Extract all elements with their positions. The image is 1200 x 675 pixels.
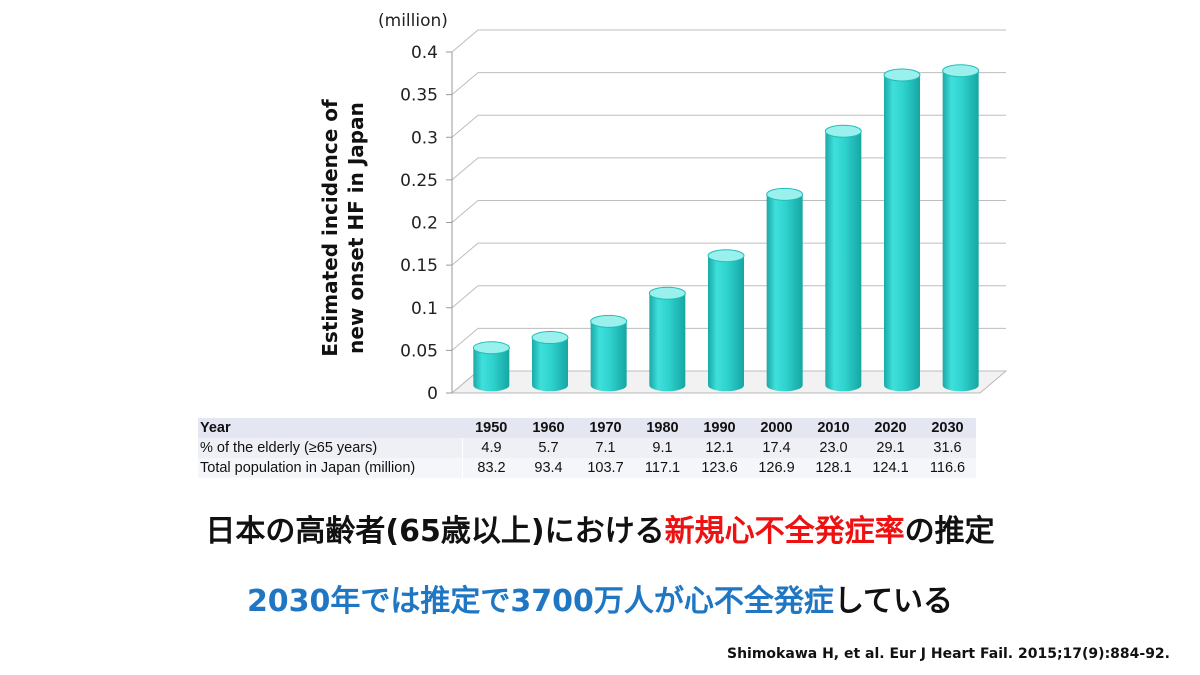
table-row-elderly: % of the elderly (≥65 years) 4.9 5.7 7.1…: [198, 438, 976, 458]
citation: Shimokawa H, et al. Eur J Heart Fail. 20…: [727, 646, 1170, 662]
table-cell: 103.7: [577, 458, 634, 478]
table-cell: 116.6: [919, 458, 976, 478]
caption-2030-estimate: 2030年では推定で3700万人が心不全発症している: [0, 576, 1200, 620]
bar: [472, 341, 510, 392]
gridline: [451, 29, 1006, 53]
table-cell: 4.9: [462, 438, 520, 458]
bar: [766, 187, 804, 392]
y-axis-ticks: 0 0.05 0.1 0.15 0.2 0.25 0.3 0.35 0.4: [400, 43, 452, 404]
table-cell: 126.9: [748, 458, 805, 478]
y-tick-label: 0.4: [411, 43, 438, 63]
table-cell: 5.7: [520, 438, 577, 458]
bar-chart: 00.050.10.150.20.250.30.350.4 (million) …: [318, 11, 1008, 404]
bar-top: [766, 187, 804, 201]
bar-body: [532, 337, 568, 392]
table-cell: 7.1: [577, 438, 634, 458]
table-cell: 17.4: [748, 438, 805, 458]
unit-label: (million): [378, 11, 448, 31]
bar-body: [473, 347, 510, 392]
bar-body: [825, 131, 862, 392]
table-cell: 12.1: [691, 438, 748, 458]
bar-top: [824, 124, 862, 138]
y-tick-label: 0.25: [400, 171, 438, 191]
y-tick-label: 0.2: [411, 214, 438, 234]
bar: [707, 249, 745, 392]
caption-incidence: 日本の高齢者(65歳以上)における新規心不全発症率の推定: [0, 506, 1200, 550]
y-tick-label: 0.3: [411, 128, 438, 148]
table-year: 2000: [748, 418, 805, 438]
bar-body: [649, 293, 686, 392]
table-year: 1980: [634, 418, 691, 438]
caption-highlight: 新規心不全発症率: [664, 514, 905, 549]
table-cell: 31.6: [919, 438, 976, 458]
data-table: Year 1950 1960 1970 1980 1990 2000 2010 …: [198, 418, 976, 478]
bar-top: [531, 331, 569, 345]
caption-text: の推定: [904, 514, 995, 549]
y-tick-label: 0: [427, 384, 438, 404]
bar-top: [648, 286, 686, 300]
y-tick-label: 0.15: [400, 256, 438, 276]
table-year: 1960: [520, 418, 577, 438]
table-cell: 93.4: [520, 458, 577, 478]
caption-text: 日本の高齢者(65歳以上)における: [205, 514, 665, 549]
bar-body: [590, 321, 627, 392]
bar-top: [942, 64, 980, 78]
bar: [824, 124, 862, 392]
y-axis-label-line-2: new onset HF in Japan: [344, 102, 368, 354]
bars: [472, 64, 980, 392]
table-cell: 23.0: [805, 438, 862, 458]
gridline: [451, 72, 1006, 96]
y-tick-label: 0.05: [400, 341, 438, 361]
table-year: 2030: [919, 418, 976, 438]
bar: [942, 64, 980, 392]
caption-text: している: [833, 584, 954, 619]
chart-back-wall: [452, 30, 1006, 393]
table-cell: 83.2: [462, 458, 520, 478]
bar: [648, 286, 686, 392]
table-row-label: Total population in Japan (million): [198, 458, 463, 478]
bar: [590, 314, 628, 392]
table-cell: 117.1: [634, 458, 691, 478]
table-row-label: % of the elderly (≥65 years): [198, 438, 463, 458]
table-cell: 124.1: [862, 458, 919, 478]
bar-body: [766, 194, 803, 392]
table-row-population: Total population in Japan (million) 83.2…: [198, 458, 976, 478]
bar-body: [942, 70, 979, 392]
y-axis-label-line-1: Estimated incidence of: [318, 99, 342, 357]
table-cell: 128.1: [805, 458, 862, 478]
table-header-row: Year 1950 1960 1970 1980 1990 2000 2010 …: [198, 418, 976, 438]
table-year: 1990: [691, 418, 748, 438]
bar-body: [884, 74, 920, 392]
bar: [531, 331, 569, 392]
y-tick-label: 0.35: [400, 86, 438, 106]
bar-top: [883, 68, 921, 82]
bar-body: [708, 255, 744, 392]
bar: [883, 68, 921, 392]
table-year: 1970: [577, 418, 634, 438]
table-cell: 123.6: [691, 458, 748, 478]
gridline: [451, 114, 1006, 138]
table-cell: 29.1: [862, 438, 919, 458]
bar-top: [590, 314, 628, 328]
bar-top: [707, 249, 745, 263]
table-year: 2020: [862, 418, 919, 438]
table-year: 1950: [462, 418, 520, 438]
table-cell: 9.1: [634, 438, 691, 458]
bar-top: [472, 341, 510, 355]
table-header-label: Year: [198, 418, 463, 438]
table-year: 2010: [805, 418, 862, 438]
caption-highlight: 2030年では推定で3700万人が心不全発症: [246, 584, 834, 619]
y-tick-label: 0.1: [411, 299, 438, 319]
